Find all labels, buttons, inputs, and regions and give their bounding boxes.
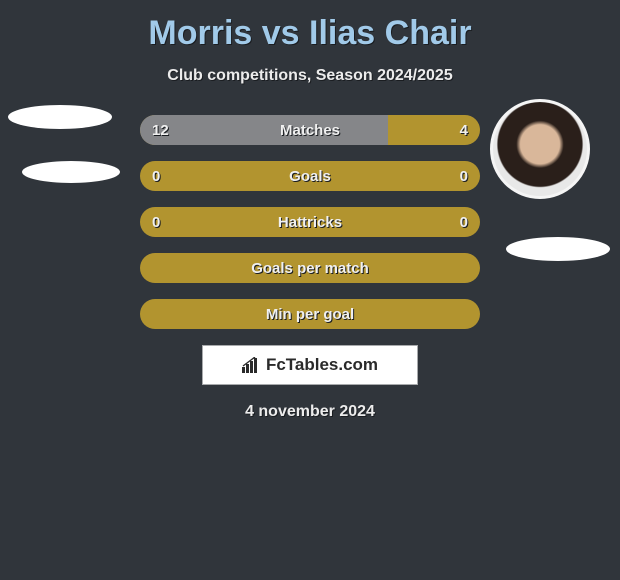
comparison-area: 12 Matches 4 0 Goals 0 0 Hattricks 0 Goa… [0, 115, 620, 421]
player-right-ellipse [506, 237, 610, 261]
stat-right-value: 0 [460, 207, 468, 237]
brand-text: FcTables.com [266, 355, 378, 375]
player-left-ellipse-1 [8, 105, 112, 129]
stat-bar-matches: 12 Matches 4 [140, 115, 480, 145]
stat-right-value: 4 [460, 115, 468, 145]
stat-label: Hattricks [140, 207, 480, 237]
stat-bar-goals: 0 Goals 0 [140, 161, 480, 191]
player-right-avatar [490, 99, 590, 199]
stat-label: Goals per match [140, 253, 480, 283]
player-left-ellipse-2 [22, 161, 120, 183]
page-subtitle: Club competitions, Season 2024/2025 [0, 67, 620, 85]
stat-bar-goals-per-match: Goals per match [140, 253, 480, 283]
date-text: 4 november 2024 [0, 403, 620, 421]
bar-chart-icon [242, 357, 262, 373]
stat-bar-hattricks: 0 Hattricks 0 [140, 207, 480, 237]
brand-box[interactable]: FcTables.com [202, 345, 418, 385]
stat-right-value: 0 [460, 161, 468, 191]
stat-bar-min-per-goal: Min per goal [140, 299, 480, 329]
stat-label: Min per goal [140, 299, 480, 329]
stat-label: Matches [140, 115, 480, 145]
stat-label: Goals [140, 161, 480, 191]
stat-bars: 12 Matches 4 0 Goals 0 0 Hattricks 0 Goa… [140, 115, 480, 329]
page-title: Morris vs Ilias Chair [0, 0, 620, 53]
